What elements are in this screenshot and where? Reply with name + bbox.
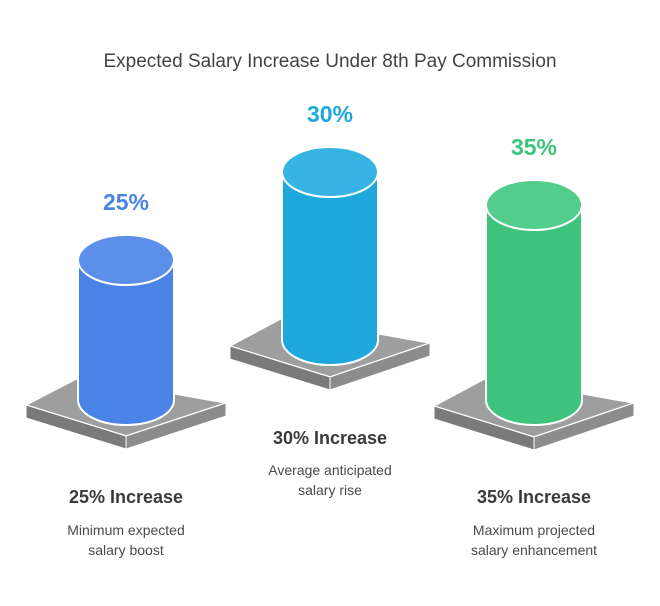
value-label-30: 30%	[307, 101, 353, 127]
cylinder-top-35	[485, 179, 583, 231]
value-label-25: 25%	[103, 189, 149, 215]
item-heading-25: 25% Increase	[69, 487, 183, 507]
cylinder-body-30	[281, 171, 379, 366]
item-desc-30-line2: salary rise	[298, 482, 362, 498]
value-label-35: 35%	[511, 134, 557, 160]
cylinder-top-30	[281, 146, 379, 198]
item-desc-35-line2: salary enhancement	[471, 542, 597, 558]
bar-group-35: 35% 35% Increase Maximum projected salar…	[432, 134, 635, 558]
item-desc-30-line1: Average anticipated	[268, 462, 392, 478]
item-desc-35-line1: Maximum projected	[473, 522, 595, 538]
cylinder-body-35	[485, 204, 583, 426]
item-desc-25-line2: salary boost	[88, 542, 164, 558]
cylinder-body-25	[77, 259, 175, 426]
cylinder-35	[485, 179, 583, 426]
bar-group-25: 25% 25% Increase Minimum expected salary…	[24, 189, 227, 558]
item-heading-35: 35% Increase	[477, 487, 591, 507]
cylinder-30	[281, 146, 379, 366]
cylinder-top-25	[77, 234, 175, 286]
diagram-title: Expected Salary Increase Under 8th Pay C…	[103, 51, 556, 72]
bar-group-30: 30% 30% Increase Average anticipated sal…	[228, 101, 431, 498]
cylinder-25	[77, 234, 175, 426]
item-heading-30: 30% Increase	[273, 428, 387, 448]
item-desc-25-line1: Minimum expected	[67, 522, 185, 538]
